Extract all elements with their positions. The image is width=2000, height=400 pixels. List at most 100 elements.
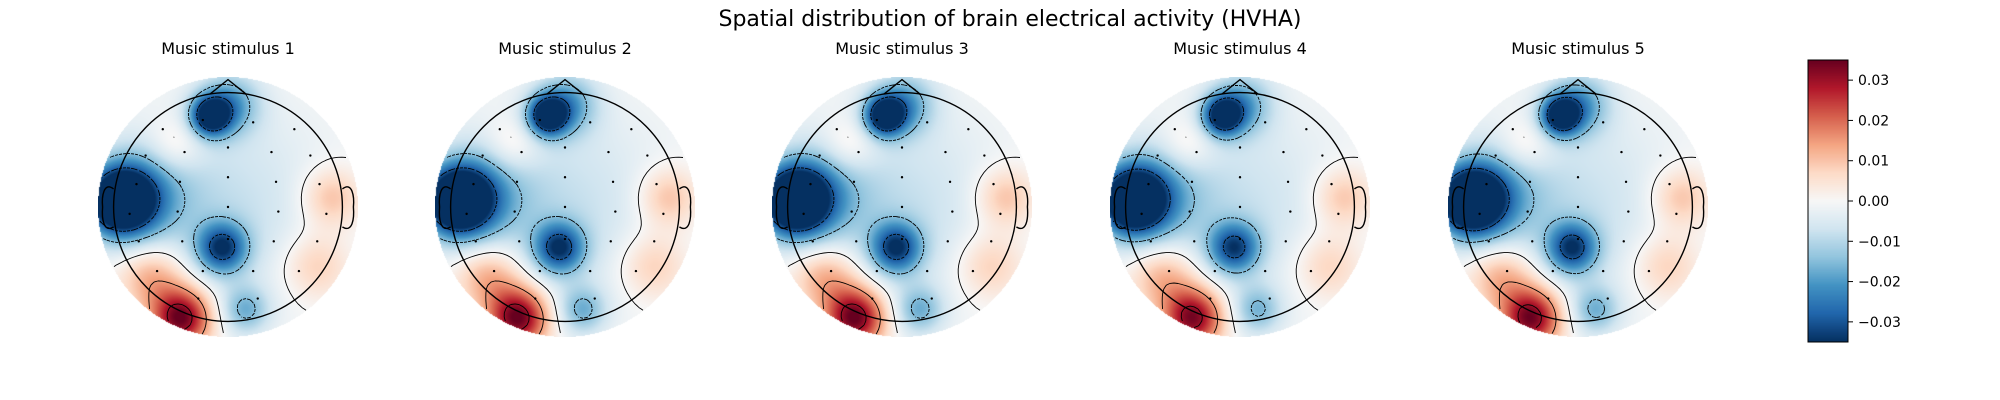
electrode-marker (655, 182, 658, 186)
electrode-marker (498, 128, 501, 131)
topomap-title: Music stimulus 4 (1173, 39, 1307, 58)
colorbar-tick-label: 0.02 (1858, 113, 1889, 129)
electrode-marker (1511, 128, 1514, 131)
topomap-4: Music stimulus 4 (1110, 39, 1370, 337)
electrode-marker (1576, 176, 1580, 179)
electrode-marker (538, 118, 542, 122)
electrode-marker (1238, 237, 1242, 241)
contour-line (1113, 85, 1266, 317)
electrode-marker (1659, 154, 1662, 157)
colorbar-tick-label: 0.03 (1858, 73, 1889, 89)
electrode-marker (588, 269, 592, 273)
electrode-marker (1330, 182, 1333, 186)
electrode-marker (251, 121, 255, 124)
head-outline (786, 91, 1018, 323)
electrode-marker (277, 210, 280, 213)
electrode-marker (197, 297, 200, 300)
contour-line (485, 280, 544, 335)
contour-line (787, 136, 1021, 334)
right-ear-outline (341, 186, 355, 230)
electrode-marker (1494, 154, 1497, 157)
electrode-marker (925, 269, 929, 273)
electrode-marker (1238, 205, 1242, 209)
electrode-marker (1643, 128, 1646, 131)
electrode-marker (1624, 180, 1628, 184)
electrode-marker (593, 297, 596, 300)
nose-outline (1559, 78, 1597, 95)
topomap-title: Music stimulus 5 (1511, 39, 1645, 58)
left-ear-outline (1113, 186, 1127, 230)
electrode-marker (201, 269, 205, 273)
electrode-marker (563, 237, 567, 241)
electrode-marker (1647, 269, 1651, 273)
right-ear-outline (1015, 186, 1029, 230)
contour-line (148, 280, 207, 335)
electrode-marker (1284, 240, 1287, 243)
colorbar: 0.03 0.02 0.01 0.00 −0.01 −0.02 −0.03 (1807, 59, 1901, 343)
contour-line (822, 280, 881, 335)
electrode-marker (634, 269, 638, 273)
electrode-marker (226, 205, 230, 209)
electrode-marker (1601, 269, 1605, 273)
electrode-marker (178, 180, 182, 184)
electrode-marker (948, 180, 952, 184)
electrode-marker (1505, 269, 1509, 273)
nose-outline (1221, 78, 1259, 95)
electrode-marker (563, 205, 567, 209)
electrode-marker (925, 121, 929, 124)
electrode-marker (144, 154, 147, 157)
electrode-marker (1551, 118, 1555, 122)
electrode-marker (1282, 150, 1285, 154)
colorbar-tick-label: 0.01 (1858, 154, 1889, 170)
electrode-marker (297, 269, 301, 273)
electrode-marker (1576, 237, 1580, 241)
colorbar-gradient (1808, 60, 1848, 342)
electrode-marker (852, 180, 856, 184)
electrode-marker (128, 212, 131, 216)
topomap-2: Music stimulus 2 (435, 39, 695, 337)
electrode-marker (1551, 269, 1555, 273)
electrode-marker (871, 297, 874, 300)
topomap-3: Music stimulus 3 (772, 39, 1032, 337)
electrode-marker (1606, 297, 1609, 300)
nose-outline (883, 78, 921, 95)
electrode-marker (1531, 240, 1534, 243)
electrode-marker (818, 154, 821, 157)
electrode-marker (611, 180, 615, 184)
electrode-marker (1268, 297, 1271, 300)
electrode-marker (176, 210, 179, 213)
electrode-marker (256, 297, 259, 300)
electrode-marker (270, 150, 273, 154)
electrode-marker (811, 240, 814, 243)
electrode-marker (1263, 121, 1267, 124)
electrode-marker (318, 182, 321, 186)
electrode-marker (900, 146, 904, 149)
electrode-marker (538, 269, 542, 273)
electrode-marker (1213, 269, 1217, 273)
topomap-title: Music stimulus 1 (161, 39, 295, 58)
electrode-marker (534, 297, 537, 300)
electrode-marker (481, 154, 484, 157)
electrode-marker (1173, 128, 1176, 131)
electrode-marker (850, 210, 853, 213)
electrode-marker (855, 240, 858, 243)
head-outline (1124, 91, 1356, 323)
topomap-5: Music stimulus 5 (1448, 39, 1708, 337)
electrode-marker (513, 210, 516, 213)
figure-title: Spatial distribution of brain electrical… (718, 7, 1301, 32)
electrode-marker (251, 269, 255, 273)
electrode-marker (990, 240, 993, 243)
contour-line (1125, 136, 1359, 334)
electrode-marker (983, 154, 986, 157)
electrode-marker (272, 240, 275, 243)
electrode-marker (325, 212, 328, 216)
electrode-marker (1478, 212, 1481, 216)
electrode-marker (563, 176, 567, 179)
electrode-marker (857, 150, 860, 154)
electrode-marker (1528, 180, 1532, 184)
electrode-marker (520, 150, 523, 154)
electrode-marker (951, 210, 954, 213)
electrode-marker (900, 205, 904, 209)
electrode-marker (588, 121, 592, 124)
